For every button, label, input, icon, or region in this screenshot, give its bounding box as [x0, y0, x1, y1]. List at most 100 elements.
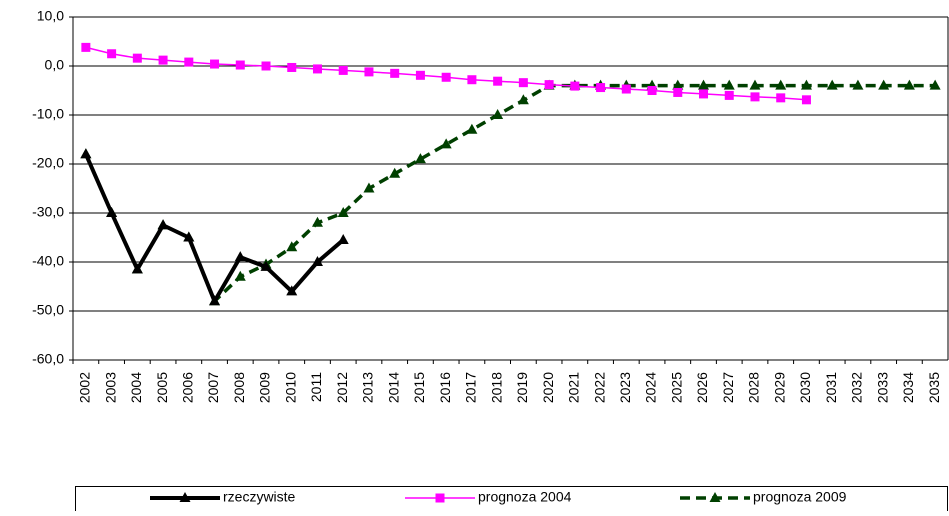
x-tick-label: 2020: [540, 372, 556, 403]
x-tick-label: 2006: [180, 372, 196, 403]
x-tick-label: 2004: [128, 372, 144, 403]
series: [80, 148, 349, 306]
legend-label: prognoza 2004: [478, 489, 572, 505]
marker: [723, 79, 735, 90]
x-tick-label: 2013: [360, 372, 376, 403]
marker: [493, 76, 503, 86]
marker: [131, 263, 143, 274]
marker: [390, 68, 400, 78]
marker: [261, 61, 271, 71]
x-tick-label: 2028: [746, 372, 762, 403]
x-tick-label: 2029: [771, 372, 787, 403]
marker: [80, 148, 92, 159]
marker: [183, 231, 195, 242]
x-tick-label: 2024: [643, 372, 659, 403]
legend-box: [75, 486, 948, 516]
x-tick-label: 2005: [154, 372, 170, 403]
marker: [414, 153, 426, 164]
marker: [132, 53, 142, 63]
legend-label: prognoza 2009: [753, 489, 847, 505]
series-line: [84, 83, 936, 303]
marker: [337, 233, 349, 244]
series: [80, 79, 941, 306]
marker: [210, 59, 220, 69]
x-tick-label: 2003: [102, 372, 118, 403]
marker: [570, 81, 580, 91]
marker: [286, 241, 298, 252]
x-tick-label: 2035: [926, 372, 942, 403]
marker: [826, 79, 838, 90]
marker: [673, 87, 683, 97]
x-tick-label: 2023: [617, 372, 633, 403]
marker: [435, 493, 445, 503]
marker: [518, 78, 528, 88]
marker: [647, 86, 657, 95]
x-tick-label: 2034: [900, 372, 916, 403]
marker: [699, 89, 709, 99]
x-tick-label: 2012: [334, 372, 350, 403]
marker: [672, 79, 684, 90]
y-tick-label: -60,0: [32, 351, 64, 367]
x-tick-label: 2007: [205, 372, 221, 403]
marker: [749, 79, 761, 90]
marker: [800, 79, 812, 90]
marker: [157, 219, 169, 230]
marker: [441, 72, 451, 82]
marker: [81, 42, 91, 52]
x-tick-label: 2008: [231, 372, 247, 403]
x-tick-label: 2017: [463, 372, 479, 403]
marker: [337, 207, 349, 217]
marker: [234, 251, 246, 262]
marker: [724, 90, 734, 100]
marker: [929, 79, 941, 90]
marker: [852, 79, 864, 90]
x-tick-label: 2015: [411, 372, 427, 403]
marker: [364, 67, 374, 77]
x-tick-label: 2009: [257, 372, 273, 403]
x-tick-label: 2027: [720, 372, 736, 403]
marker: [517, 94, 529, 105]
y-tick-label: -10,0: [32, 106, 64, 122]
marker: [287, 62, 297, 72]
series-line: [84, 153, 345, 304]
marker: [415, 70, 425, 80]
x-tick-label: 2031: [823, 372, 839, 403]
marker: [903, 79, 915, 90]
marker: [750, 92, 760, 102]
x-tick-label: 2022: [591, 372, 607, 403]
y-tick-label: -20,0: [32, 155, 64, 171]
x-tick-label: 2014: [385, 372, 401, 403]
x-tick-label: 2016: [437, 372, 453, 403]
marker: [179, 492, 191, 502]
x-tick-label: 2021: [566, 372, 582, 403]
x-tick-label: 2025: [668, 372, 684, 403]
marker: [878, 79, 890, 90]
marker: [184, 57, 194, 67]
marker: [260, 260, 272, 271]
marker: [492, 109, 504, 119]
y-tick-label: -30,0: [32, 204, 64, 220]
x-tick-label: 2033: [874, 372, 890, 403]
marker: [158, 55, 168, 65]
y-tick-label: 10,0: [37, 8, 64, 24]
legend-label: rzeczywiste: [223, 489, 296, 505]
marker: [107, 49, 117, 59]
marker: [596, 83, 606, 93]
marker: [234, 270, 246, 281]
y-tick-label: 0,0: [45, 57, 65, 73]
marker: [312, 64, 322, 74]
marker: [775, 79, 787, 90]
marker: [698, 79, 710, 90]
x-tick-label: 2030: [797, 372, 813, 403]
marker: [311, 216, 323, 227]
marker: [209, 295, 221, 306]
marker: [106, 207, 118, 217]
x-tick-label: 2032: [849, 372, 865, 403]
x-tick-label: 2011: [308, 372, 324, 402]
marker: [467, 75, 477, 85]
x-tick-label: 2010: [282, 372, 298, 403]
x-tick-label: 2018: [488, 372, 504, 403]
marker: [776, 93, 786, 103]
marker: [311, 256, 323, 266]
